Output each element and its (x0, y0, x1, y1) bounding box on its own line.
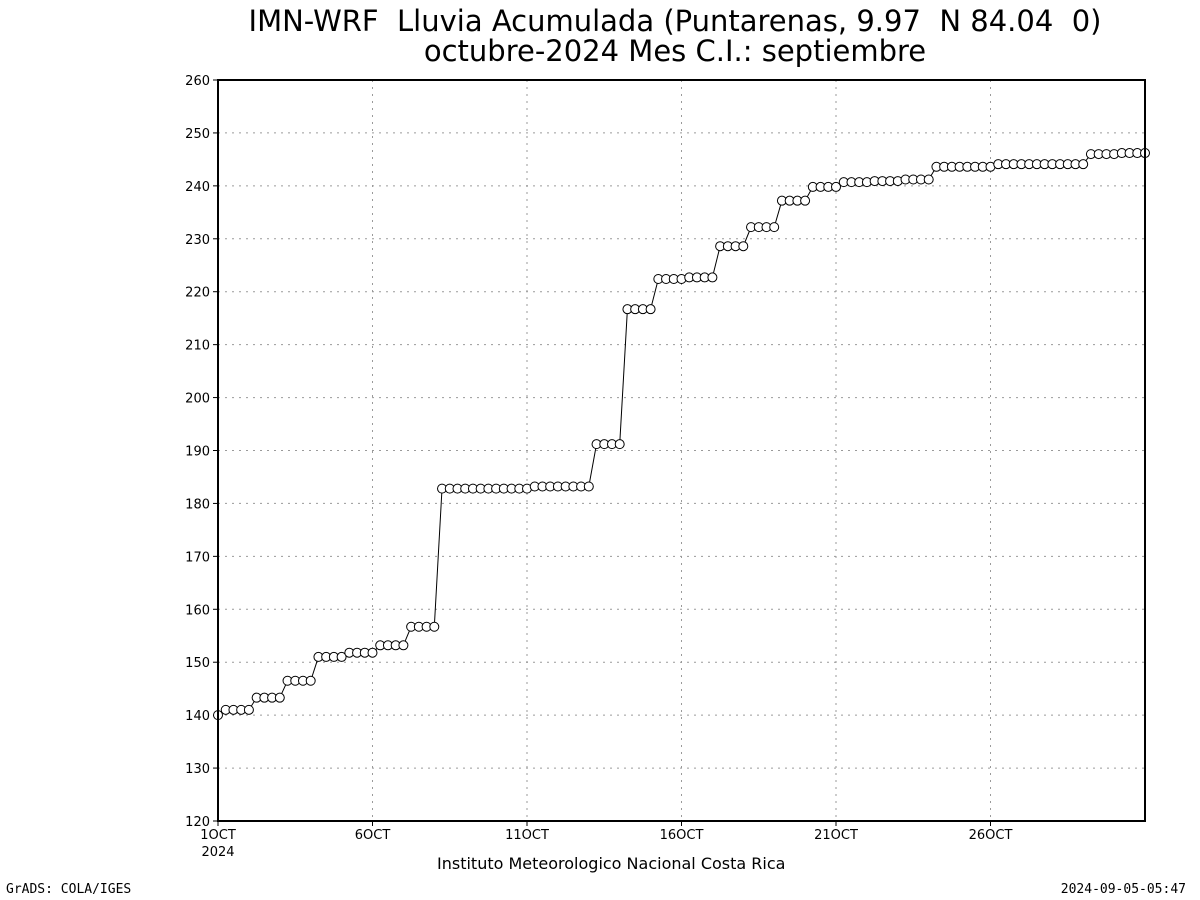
y-tick-label: 250 (185, 127, 210, 142)
data-point (769, 222, 780, 233)
y-tick-label: 190 (185, 445, 210, 460)
data-point (305, 675, 316, 686)
data-point (583, 481, 594, 492)
y-axis-ticks: 120 130 140 150 160 170 180 190 200 210 220 230 240 2… (185, 74, 218, 830)
y-tick-label: 200 (185, 392, 210, 407)
institute-label: Instituto Meteorologico Nacional Costa R… (437, 854, 786, 873)
data-point (1078, 159, 1089, 170)
y-tick-label: 220 (185, 286, 210, 301)
x-tick-label: 11OCT (505, 828, 549, 843)
data-point (800, 195, 811, 206)
chart-title: IMN-WRF Lluvia Acumulada (Puntarenas, 9.… (248, 4, 1102, 38)
data-point (429, 621, 440, 632)
data-point (923, 174, 934, 185)
plot-frame (217, 79, 1146, 822)
x-axis-ticks: 1OCT 2024 6OCT 11OCT 16OCT 21OCT 26OCT (200, 821, 1012, 860)
data-point (831, 181, 841, 192)
y-tick-label: 150 (185, 656, 210, 671)
y-tick-label: 260 (185, 74, 210, 89)
x-tick-label: 6OCT (355, 828, 391, 843)
grads-credit: GrADS: COLA/IGES (6, 882, 132, 897)
y-tick-label: 120 (185, 815, 210, 830)
x-tick-label: 16OCT (660, 828, 704, 843)
series-line (217, 152, 1145, 716)
data-point (367, 647, 378, 658)
y-tick-label: 160 (185, 603, 210, 618)
data-point (398, 640, 409, 651)
y-tick-label: 140 (185, 709, 210, 724)
x-tick-label: 26OCT (969, 828, 1013, 843)
y-tick-label: 240 (185, 180, 210, 195)
timestamp: 2024-09-05-05:47 (1060, 882, 1186, 897)
chart-subtitle: octubre-2024 Mes C.I.: septiembre (423, 34, 927, 68)
y-tick-label: 130 (185, 762, 210, 777)
data-point (645, 304, 656, 315)
data-point (274, 692, 285, 703)
data-point (243, 704, 254, 715)
x-tick-label: 21OCT (814, 828, 858, 843)
data-point (336, 651, 347, 662)
y-tick-label: 210 (185, 339, 210, 354)
y-tick-label: 230 (185, 233, 210, 248)
x-tick-label: 1OCT (200, 828, 236, 843)
grid-lines (218, 80, 1145, 821)
series-points (213, 148, 1150, 721)
data-point (707, 272, 718, 283)
x-tick-sublabel: 2024 (201, 845, 234, 860)
y-tick-label: 170 (185, 550, 210, 565)
y-tick-label: 180 (185, 497, 210, 512)
data-point (738, 241, 749, 252)
data-point (614, 439, 625, 450)
